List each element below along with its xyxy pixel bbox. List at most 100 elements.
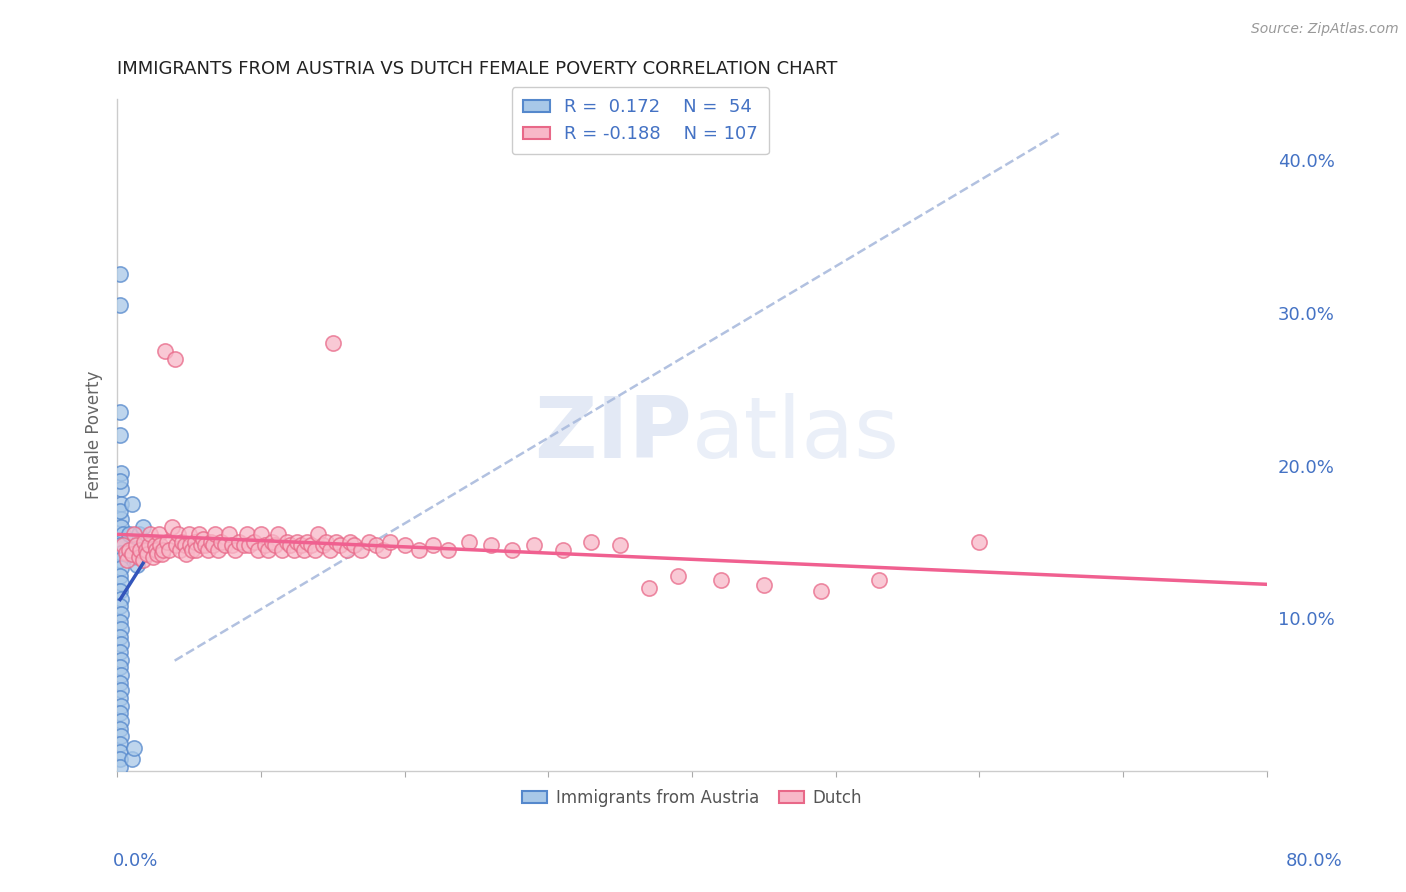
Point <box>108 744 131 758</box>
Point <box>108 504 131 518</box>
Point <box>394 538 416 552</box>
Point <box>194 538 217 552</box>
Point <box>108 615 131 629</box>
Point <box>262 535 284 549</box>
Point <box>312 538 335 552</box>
Point <box>110 729 132 743</box>
Point <box>204 527 226 541</box>
Point <box>174 547 197 561</box>
Point <box>242 535 264 549</box>
Point <box>257 542 280 557</box>
Point <box>118 527 141 541</box>
Point <box>127 558 149 572</box>
Point <box>173 538 195 552</box>
Point <box>108 660 131 674</box>
Point <box>150 547 173 561</box>
Point <box>371 542 394 557</box>
Point <box>110 482 132 496</box>
Point <box>479 538 502 552</box>
Point <box>422 538 444 552</box>
Point <box>111 538 134 552</box>
Point <box>408 542 430 557</box>
Point <box>132 542 155 557</box>
Point <box>138 538 160 552</box>
Point <box>292 542 315 557</box>
Point <box>710 574 733 588</box>
Point <box>304 542 326 557</box>
Point <box>108 474 131 488</box>
Point <box>329 538 352 552</box>
Point <box>108 630 131 644</box>
Point <box>339 535 361 549</box>
Point <box>132 520 155 534</box>
Legend: Immigrants from Austria, Dutch: Immigrants from Austria, Dutch <box>516 782 869 814</box>
Point <box>238 538 260 552</box>
Point <box>110 637 132 651</box>
Point <box>108 752 131 766</box>
Text: 0.0%: 0.0% <box>112 852 157 870</box>
Point <box>868 574 890 588</box>
Point <box>143 538 166 552</box>
Point <box>267 527 290 541</box>
Point <box>169 542 191 557</box>
Point <box>609 538 631 552</box>
Point <box>278 538 301 552</box>
Text: ZIP: ZIP <box>534 393 692 476</box>
Point <box>134 535 156 549</box>
Point <box>148 527 170 541</box>
Point <box>276 535 298 549</box>
Point <box>110 622 132 636</box>
Point <box>319 542 342 557</box>
Point <box>110 576 132 591</box>
Point <box>336 542 359 557</box>
Point <box>264 538 287 552</box>
Point <box>325 535 347 549</box>
Point <box>142 550 165 565</box>
Point <box>190 538 212 552</box>
Point <box>125 538 148 552</box>
Point <box>551 542 574 557</box>
Point <box>108 599 131 614</box>
Text: IMMIGRANTS FROM AUSTRIA VS DUTCH FEMALE POVERTY CORRELATION CHART: IMMIGRANTS FROM AUSTRIA VS DUTCH FEMALE … <box>117 60 838 78</box>
Point <box>247 542 270 557</box>
Point <box>108 405 131 419</box>
Point <box>969 535 991 549</box>
Point <box>110 698 132 713</box>
Point <box>121 752 143 766</box>
Point <box>110 683 132 698</box>
Point <box>315 535 337 549</box>
Point <box>166 527 188 541</box>
Point <box>666 568 689 582</box>
Point <box>128 535 150 549</box>
Point <box>254 538 277 552</box>
Point <box>357 535 380 549</box>
Point <box>124 527 146 541</box>
Text: atlas: atlas <box>692 393 900 476</box>
Point <box>214 538 236 552</box>
Point <box>108 298 131 312</box>
Point <box>129 542 152 557</box>
Point <box>145 542 167 557</box>
Text: Source: ZipAtlas.com: Source: ZipAtlas.com <box>1251 22 1399 37</box>
Point <box>180 542 202 557</box>
Point <box>343 538 366 552</box>
Point <box>165 538 187 552</box>
Point <box>232 538 254 552</box>
Point <box>111 527 134 541</box>
Point <box>285 535 308 549</box>
Point <box>364 538 387 552</box>
Point <box>128 527 150 541</box>
Point <box>177 527 200 541</box>
Point <box>153 343 176 358</box>
Point <box>108 760 131 774</box>
Point <box>108 737 131 751</box>
Point <box>110 561 132 575</box>
Point <box>110 607 132 621</box>
Point <box>221 538 243 552</box>
Point <box>283 542 305 557</box>
Point <box>152 542 174 557</box>
Point <box>121 547 143 561</box>
Point <box>108 268 131 282</box>
Point <box>322 336 344 351</box>
Point <box>436 542 458 557</box>
